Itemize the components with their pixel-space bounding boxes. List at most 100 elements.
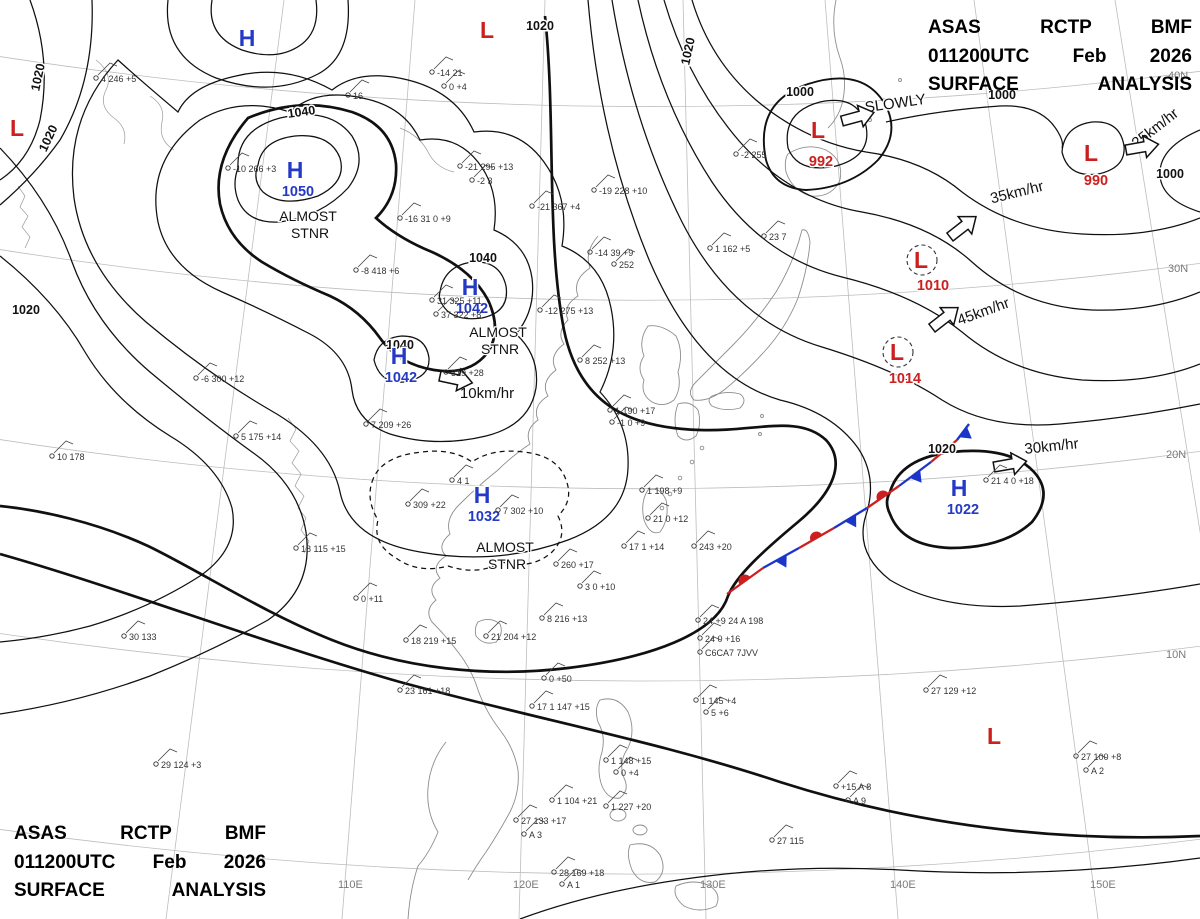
station-circle [693, 697, 699, 703]
wind-barb [765, 220, 786, 234]
station-circle [539, 615, 545, 621]
station-plot-text: -1 0 +9 [617, 418, 645, 428]
coastline-line [674, 402, 701, 441]
isobar-label: 1020 [12, 303, 40, 317]
station-circle [551, 869, 557, 875]
graticule-line [1114, 0, 1200, 534]
title-block-top-right: ASAS RCTP BMF 011200UTC Feb 2026 SURFACE… [928, 14, 1192, 100]
station-plot-text: 37 322 +8 [441, 310, 481, 320]
station-circle [695, 617, 701, 623]
graticule-line [0, 56, 1200, 107]
wind-barb [487, 620, 508, 634]
station-circle [645, 515, 651, 521]
wind-barb [407, 624, 428, 638]
isobar-label: 1040 [386, 338, 414, 352]
warm-front-semicircle-icon [738, 574, 751, 585]
wind-barb [357, 254, 378, 268]
coastline-line [690, 229, 811, 401]
station-circle [397, 687, 403, 693]
station-circle [363, 421, 369, 427]
movement-label: 35km/hr [989, 178, 1046, 208]
station-circle [233, 433, 239, 439]
coastline-line [474, 619, 502, 644]
isobar-line [885, 449, 1045, 550]
cold-front-triangle-icon [959, 426, 972, 439]
movement-arrow-icon [992, 451, 1028, 477]
wind-barb [987, 464, 1008, 478]
station-circle [353, 267, 359, 273]
wind-barb [229, 152, 250, 166]
station-circle [553, 561, 559, 567]
isobar-line [438, 261, 508, 320]
pressure-center-motion-note: STNR [291, 225, 329, 241]
station-plot-text: 30 133 [129, 632, 157, 642]
wind-barb [553, 784, 574, 798]
station-plot-text: 28 169 +18 [559, 868, 604, 878]
cold-front-triangle-icon [775, 554, 787, 568]
station-circle [403, 637, 409, 643]
chart-datetime: 011200UTC Feb 2026 [14, 851, 266, 873]
isobar-line [373, 335, 430, 383]
isobar-label: 1020 [36, 123, 60, 154]
wind-barb [237, 420, 258, 434]
high-pressure-symbol: H [951, 475, 968, 501]
station-circle [923, 687, 929, 693]
warm-front-semicircle-icon [876, 490, 889, 501]
wind-barb [699, 604, 720, 618]
isobar-line [0, 552, 1200, 839]
low-pressure-symbol: L [10, 115, 24, 141]
coastline-line [609, 808, 627, 822]
graticule-line [682, 0, 707, 919]
station-circle [541, 675, 547, 681]
wind-barb [613, 406, 634, 420]
station-plot-text: 7 302 +10 [503, 506, 543, 516]
chart-type: SURFACE ANALYSIS [14, 880, 266, 901]
station-circle [153, 761, 159, 767]
isobar-label: 1000 [786, 85, 814, 99]
station-circle [405, 501, 411, 507]
station-plot-text: 24 +9 24 A 198 [703, 616, 763, 626]
pressure-center-value: 992 [809, 154, 833, 170]
station-plot-text: 0 +4 [621, 768, 639, 778]
station-circle [607, 407, 613, 413]
station-circle [93, 75, 99, 81]
coastline-line [883, 98, 887, 102]
wind-barb [701, 622, 722, 636]
wind-barb [607, 790, 628, 804]
wind-barb [157, 748, 178, 762]
wind-barb [125, 620, 146, 634]
station-plot-text: -16 31 0 +9 [405, 214, 451, 224]
coastline-line [827, 0, 845, 129]
wind-barb [701, 636, 722, 650]
station-plot-text: -21 295 +13 [465, 162, 513, 172]
high-pressure-symbol: H [462, 274, 479, 300]
wind-barb [447, 356, 468, 370]
station-circle [591, 187, 597, 193]
station-circle [577, 583, 583, 589]
station-plot-text: -6 300 +12 [201, 374, 244, 384]
wind-barb [581, 344, 602, 358]
wind-barb [611, 394, 632, 408]
low-pressure-symbol: L [987, 723, 1001, 749]
wind-barb [197, 362, 218, 376]
coastline-line [758, 432, 762, 436]
chart-datetime: 011200UTC Feb 2026 [928, 45, 1192, 67]
coastline-line [667, 491, 673, 497]
low-pressure-symbol: L [480, 17, 494, 43]
isobar-label: 1020 [526, 19, 554, 33]
wind-barb [437, 298, 458, 312]
movement-arrow-icon [1124, 134, 1160, 160]
wind-barb [711, 232, 732, 246]
low-pressure-symbol: L [914, 247, 928, 273]
station-circle [691, 543, 697, 549]
station-plot-text: -19 228 +10 [599, 186, 647, 196]
station-circle [603, 757, 609, 763]
latitude-label: 40N [1168, 70, 1188, 82]
isobar-line [166, 0, 350, 88]
station-plot-text: 0 +4 [449, 82, 467, 92]
station-plot-text: -14 21 [437, 68, 463, 78]
station-plot-text: 1 162 +5 [715, 244, 750, 254]
station-plot-text: 7 209 +26 [371, 420, 411, 430]
station-circle [353, 595, 359, 601]
isobar-label: 1000 [988, 88, 1016, 102]
